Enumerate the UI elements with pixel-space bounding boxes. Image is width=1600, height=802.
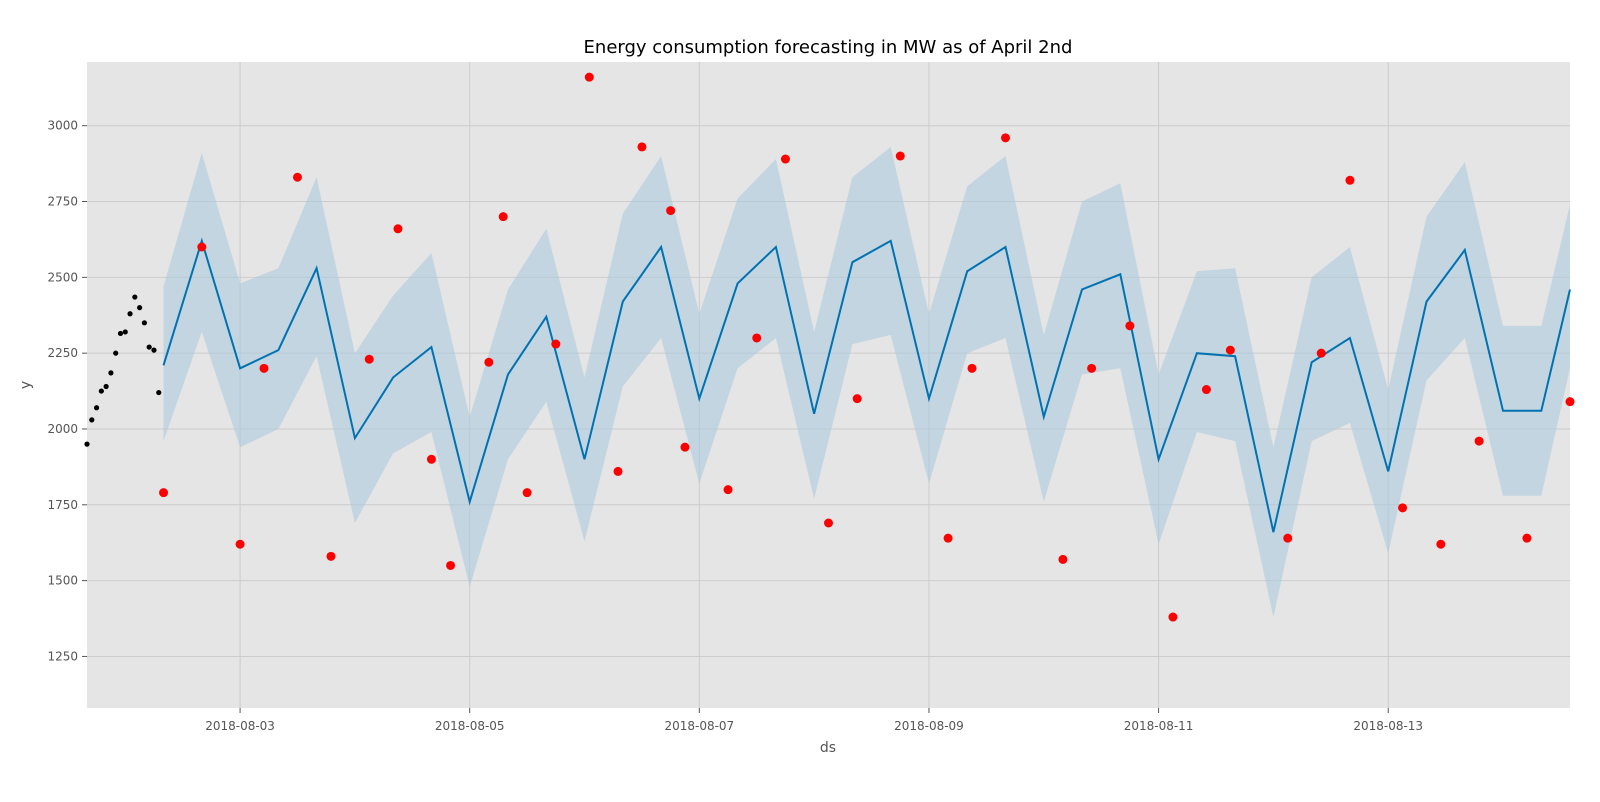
history-point [103,383,109,390]
actual-point [1474,436,1484,446]
actual-point [1565,397,1575,407]
actual-point [1201,385,1211,395]
history-point [113,350,119,356]
y-axis-label: y [18,381,34,389]
history-point [108,370,114,376]
history-point [93,405,100,411]
actual-point [446,560,456,570]
actual-point [637,142,647,152]
history-point [84,441,90,447]
actual-point [1058,554,1068,564]
y-tick-label: 2000 [47,422,78,436]
forecast-line [162,237,1571,533]
actual-point [1125,321,1135,331]
history-point [141,320,148,326]
history-points [84,294,162,447]
actual-point [235,539,245,549]
actual-point [159,488,169,498]
actual-point [364,354,374,364]
actual-point [292,172,302,182]
history-point [127,311,133,317]
actual-point [1168,612,1178,622]
actual-point [393,224,403,234]
y-tick-label: 2500 [47,270,78,284]
y-tick-label: 2250 [47,346,78,360]
actual-point [967,363,977,373]
uncertainty-interval [163,146,1570,617]
actual-point [852,394,862,404]
history-point [98,388,104,394]
actual-point [1087,363,1097,373]
actual-point [1345,175,1355,185]
actual-point [895,151,905,161]
chart-title: Energy consumption forecasting in MW as … [584,37,1073,58]
actual-point [1001,133,1011,143]
actual-point [613,466,623,476]
x-tick-label: 2018-08-11 [1124,719,1194,733]
actual-point [426,454,436,464]
actual-point [824,518,833,528]
x-tick-label: 2018-08-05 [435,719,505,733]
x-tick-label: 2018-08-13 [1353,719,1423,733]
history-point [137,305,143,311]
actual-point [780,154,790,164]
actual-point [1522,533,1532,543]
y-axis-ticks: 1250 1500 1750 2000 2250 2500 2750 3000 [47,119,87,663]
actual-point [551,339,561,349]
history-point [156,389,162,396]
y-tick-label: 2750 [47,195,78,209]
actual-point [1283,533,1293,543]
history-point [117,330,124,337]
history-point [132,294,138,300]
history-point [122,329,128,335]
actual-points [159,72,1575,622]
actual-point [943,533,953,543]
actual-point [584,72,594,82]
history-point [89,417,95,423]
actual-point [522,488,532,498]
actual-point [1316,348,1326,358]
actual-point [259,363,269,373]
actual-point [197,242,207,252]
actual-point [1398,503,1408,513]
x-axis-ticks: 2018-08-03 2018-08-05 2018-08-07 2018-08-09… [205,708,1423,733]
x-tick-label: 2018-08-03 [205,719,275,733]
history-point [151,347,157,353]
actual-point [498,212,508,222]
actual-point [752,333,762,343]
x-tick-label: 2018-08-07 [664,719,734,733]
actual-point [1225,345,1235,355]
y-tick-label: 1500 [47,574,78,588]
actual-point [723,485,733,495]
actual-point [484,357,494,367]
actual-point [1436,539,1446,549]
history-point [146,344,152,350]
actual-point [666,206,676,216]
actual-point [680,442,690,452]
y-tick-label: 3000 [47,119,78,133]
x-axis-label: ds [820,740,836,756]
actual-point [326,551,336,561]
y-tick-label: 1750 [47,498,78,512]
x-tick-label: 2018-08-09 [894,719,964,733]
y-tick-label: 1250 [47,649,78,663]
